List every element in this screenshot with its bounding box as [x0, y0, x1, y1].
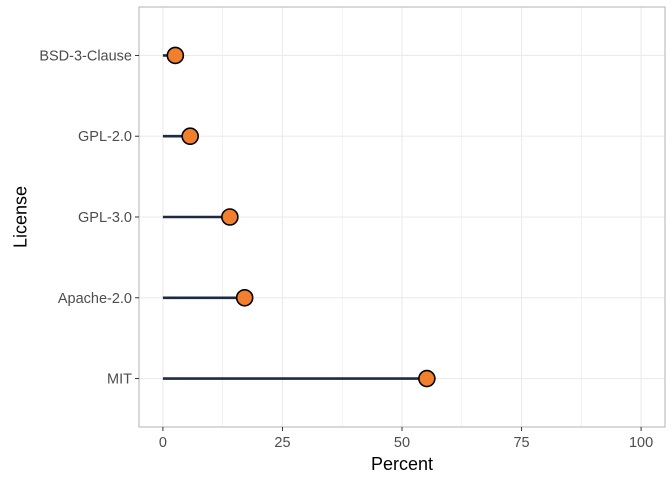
x-tick-label: 0	[159, 435, 167, 451]
x-tick-label: 100	[629, 435, 653, 451]
x-axis-ticks: 0 25 50 75 100	[159, 427, 653, 451]
point-gpl-3.0	[221, 208, 239, 226]
x-tick-label: 50	[394, 435, 410, 451]
x-tick-label: 25	[274, 435, 290, 451]
y-axis-title: License	[10, 186, 30, 248]
y-tick-label: GPL-3.0	[78, 210, 132, 226]
points	[166, 46, 436, 388]
point-bsd-3-clause	[166, 46, 185, 65]
y-tick-label: BSD-3-Clause	[39, 48, 132, 64]
y-axis-ticks: MIT Apache-2.0 GPL-3.0 GPL-2.0 BSD-3-Clause	[39, 48, 139, 388]
point-mit	[418, 369, 436, 388]
y-tick-label: MIT	[107, 372, 132, 388]
x-tick-label: 75	[513, 435, 529, 451]
x-axis-title: Percent	[371, 454, 433, 474]
point-apache-2.0	[235, 288, 254, 307]
point-gpl-2.0	[181, 127, 199, 146]
y-tick-label: Apache-2.0	[58, 291, 132, 307]
y-tick-label: GPL-2.0	[78, 129, 132, 145]
